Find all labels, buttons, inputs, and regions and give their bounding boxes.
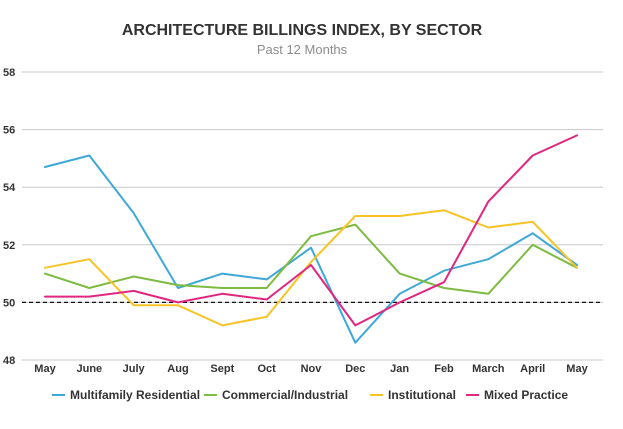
y-tick-label: 58 bbox=[3, 67, 15, 79]
x-tick-label: Oct bbox=[257, 363, 276, 375]
series-line-3 bbox=[44, 209, 578, 327]
x-tick-label: Jan bbox=[390, 363, 409, 375]
x-tick-label: Sept bbox=[210, 363, 234, 375]
x-tick-label: March bbox=[472, 363, 505, 375]
x-tick-label: Dec bbox=[345, 363, 365, 375]
chart-title: ARCHITECTURE BILLINGS INDEX, BY SECTOR bbox=[121, 22, 483, 39]
x-tick-label: June bbox=[76, 363, 102, 375]
series-line-4 bbox=[44, 134, 578, 327]
legend-label: Institutional bbox=[388, 388, 456, 402]
series-line-2 bbox=[44, 223, 578, 295]
x-tick-label: July bbox=[123, 363, 146, 375]
x-tick-label: May bbox=[566, 363, 588, 375]
x-tick-label: Feb bbox=[434, 363, 454, 375]
series-line-1 bbox=[44, 154, 578, 344]
chart-subtitle: Past 12 Months bbox=[256, 42, 348, 57]
x-tick-label: Aug bbox=[167, 363, 188, 375]
x-tick-label: April bbox=[520, 363, 545, 375]
y-tick-label: 54 bbox=[3, 182, 16, 194]
y-tick-label: 52 bbox=[3, 240, 15, 252]
y-tick-label: 50 bbox=[3, 297, 15, 309]
x-tick-label: May bbox=[34, 363, 56, 375]
legend-label: Commercial/Industrial bbox=[222, 388, 348, 402]
y-tick-label: 56 bbox=[3, 125, 15, 137]
x-tick-label: Nov bbox=[301, 363, 323, 375]
y-tick-label: 48 bbox=[3, 355, 15, 367]
legend-label: Mixed Practice bbox=[484, 388, 568, 402]
legend-label: Multifamily Residential bbox=[70, 388, 200, 402]
